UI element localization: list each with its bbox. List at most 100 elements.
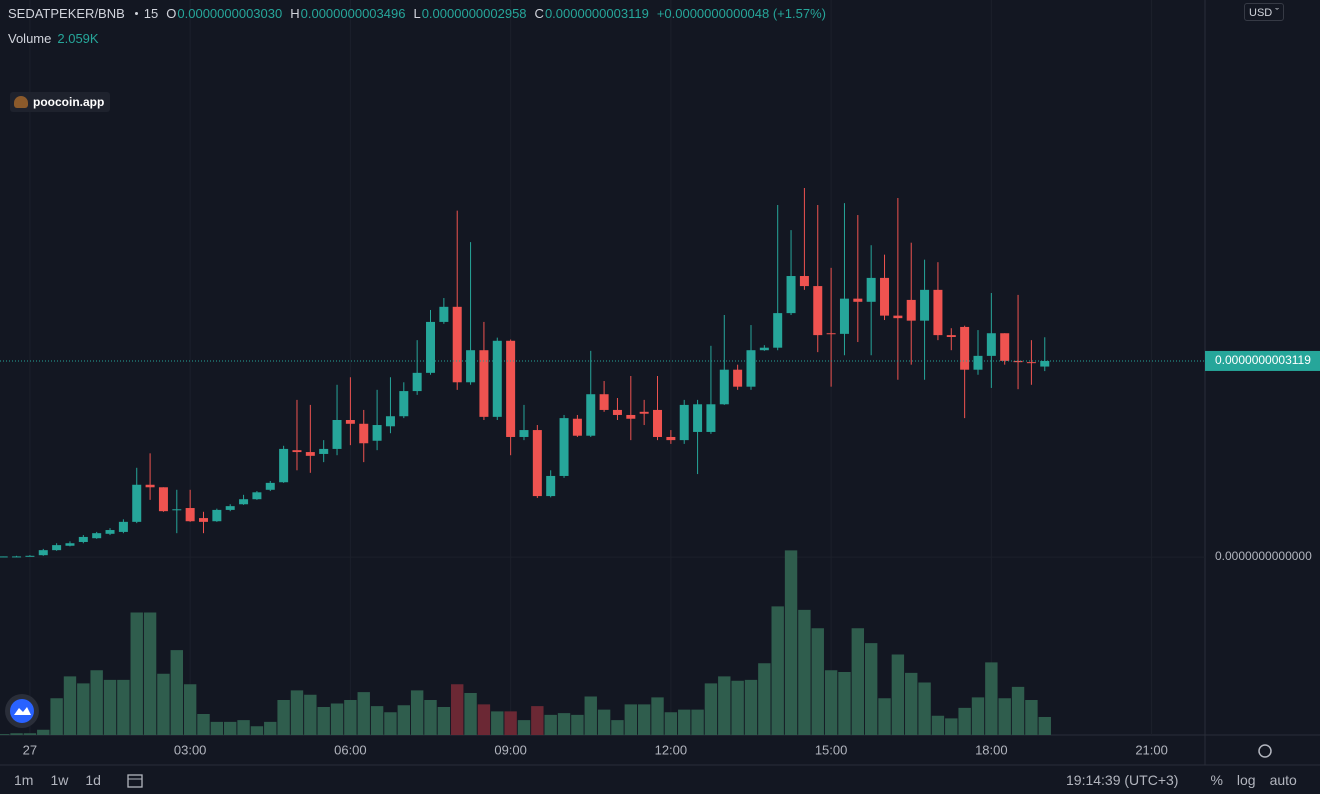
candle-body (546, 475, 556, 497)
volume-bar (718, 676, 731, 735)
volume-bar (143, 612, 157, 735)
candle-body (145, 484, 155, 488)
volume-bar (771, 606, 784, 735)
x-tick-label: 21:00 (1135, 742, 1168, 757)
ohlc-value: 0.0000000002958 (421, 6, 527, 21)
volume-bar (798, 609, 811, 735)
candle-body (78, 536, 88, 542)
volume-bar (37, 729, 50, 735)
candle-body (746, 350, 756, 387)
candle-body (199, 518, 209, 522)
candle-body (0, 556, 8, 558)
volume-bar (531, 706, 544, 735)
interval[interactable]: 15 (143, 6, 159, 21)
volume-bar (784, 550, 798, 735)
volume-bar (344, 700, 357, 735)
candle-body (172, 509, 182, 511)
clock[interactable]: 19:14:39 (UTC+3) (1066, 772, 1179, 788)
volume-bar (811, 628, 824, 735)
volume-bar (424, 700, 437, 735)
volume-bar (370, 706, 384, 735)
volume-bar (824, 670, 838, 735)
volume-bar (1025, 700, 1038, 735)
auto-toggle[interactable]: auto (1269, 772, 1297, 788)
candle-body (132, 484, 142, 522)
volume-bar (90, 670, 103, 735)
separator (134, 12, 138, 15)
range-button[interactable]: 1m (14, 772, 34, 788)
candle-body (345, 420, 355, 424)
log-toggle[interactable]: log (1236, 772, 1256, 788)
volume-bar (864, 643, 878, 735)
volume-bar (517, 720, 531, 735)
candle-body (25, 555, 35, 557)
candle-body (65, 543, 75, 546)
volume-bar (10, 733, 23, 735)
volume-bar (958, 707, 971, 735)
candle-body (1013, 360, 1023, 363)
volume-bar (304, 694, 317, 735)
candle-body (372, 425, 382, 441)
range-button[interactable]: 1d (85, 772, 101, 788)
volume-bar (584, 696, 597, 735)
candle-body (933, 289, 943, 336)
candle-body (38, 550, 48, 556)
volume-bar (491, 711, 504, 735)
price-tag-label: 0.0000000003119 (1215, 353, 1311, 367)
volume-bar (330, 703, 344, 735)
candle-body (559, 418, 569, 476)
volume-bar (637, 704, 651, 735)
volume-bar (170, 650, 183, 735)
candle-body (105, 530, 115, 534)
volume-bar (544, 714, 557, 735)
candle-body (519, 430, 529, 437)
volume-bar (1038, 716, 1051, 735)
volume-bar (384, 712, 397, 735)
candle-body (118, 521, 128, 532)
ohlc-value: 0.0000000003119 (544, 6, 649, 21)
volume-bar (50, 698, 63, 735)
volume-bar (838, 672, 851, 735)
candle-body (880, 277, 890, 316)
candle-body (466, 350, 476, 383)
range-button[interactable]: 1w (50, 772, 69, 788)
volume-bar (891, 654, 905, 735)
volume-bar (397, 705, 411, 735)
volume-bar (678, 709, 691, 735)
volume-bar (410, 690, 424, 735)
percent-toggle[interactable]: % (1210, 772, 1223, 788)
range-toolbar: 1m 1w 1d (14, 766, 144, 794)
candle-body (492, 340, 502, 417)
watermark-icon (14, 96, 28, 108)
volume-bar (237, 720, 250, 735)
candle-body (893, 315, 903, 319)
symbol[interactable]: SEDATPEKER/BNB (8, 6, 125, 21)
settings-toolbar: 19:14:39 (UTC+3) % log auto (1066, 766, 1314, 794)
volume-value: 2.059K (57, 31, 99, 46)
volume-bar (931, 715, 945, 735)
ohlc-value: 0.0000000003496 (300, 6, 406, 21)
volume-bar (157, 673, 170, 735)
tv-logo[interactable] (5, 694, 39, 728)
x-tick-label: 03:00 (174, 742, 207, 757)
candle-body (158, 487, 168, 512)
candle-body (653, 409, 663, 437)
candle-body (799, 276, 809, 287)
volume-bar (504, 711, 517, 735)
ohlc-label: C (534, 6, 544, 21)
candle-body (426, 321, 436, 373)
calendar-icon[interactable] (126, 772, 144, 788)
candle-body (639, 411, 649, 414)
candle-body (599, 394, 609, 410)
candle-body (679, 404, 689, 441)
volume-bar (985, 662, 998, 735)
volume-bar (624, 704, 638, 735)
currency-dropdown[interactable]: USD ˇ (1244, 3, 1284, 21)
volume-bar (691, 709, 704, 735)
volume-bar (250, 726, 264, 735)
currency[interactable]: USD (1249, 7, 1273, 19)
candle-body (946, 335, 956, 338)
candle-body (439, 306, 449, 322)
